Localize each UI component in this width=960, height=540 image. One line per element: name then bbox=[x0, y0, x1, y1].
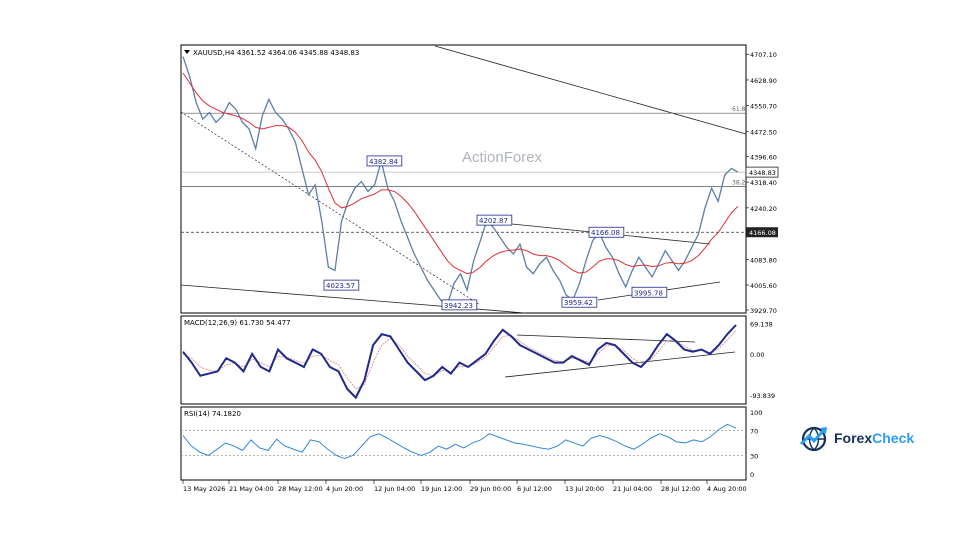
logo-text: ForexCheck bbox=[834, 430, 914, 446]
macd-tick-label: 0.00 bbox=[750, 351, 764, 359]
price-tick-label: 3929.70 bbox=[750, 307, 777, 315]
forexcheck-logo: ForexCheck bbox=[798, 422, 928, 456]
price-tick-label: 4166.08 bbox=[749, 229, 776, 237]
price-annotation-box bbox=[631, 286, 668, 298]
x-tick-label: 21 Jul 04:00 bbox=[613, 485, 652, 493]
x-tick-label: 6 Jul 12:00 bbox=[517, 485, 552, 493]
channel-upper-trendline bbox=[434, 45, 747, 135]
price-tick-label: 4472.50 bbox=[750, 128, 777, 136]
rsi-line bbox=[182, 423, 737, 459]
price-annotation-label: 3942.23 bbox=[444, 302, 473, 310]
macd-upper-trendline bbox=[516, 334, 696, 343]
price-annotation-label: 4202.87 bbox=[479, 217, 508, 225]
x-tick-label: 28 May 12:00 bbox=[278, 485, 323, 493]
price-tick-label: 4318.40 bbox=[750, 179, 777, 187]
price-layer: 61.8 38.2 4382.84 4023.57 4202.87 4166.08 3942… bbox=[180, 45, 779, 315]
price-annotation-label: 4166.08 bbox=[591, 229, 620, 237]
rsi-tick-label: 100 bbox=[750, 409, 762, 417]
rsi-label: RSI(14) 74.1820 bbox=[184, 410, 241, 418]
x-tick-label: 28 Jul 12:00 bbox=[661, 485, 700, 493]
price-annotation-box bbox=[366, 155, 403, 167]
rsi-tick-label: 70 bbox=[750, 428, 758, 436]
price-tick-label: 4707.10 bbox=[750, 51, 777, 59]
symbol-dropdown-icon[interactable] bbox=[184, 50, 190, 54]
macd-lower-trendline bbox=[504, 351, 736, 378]
price-tick-label: 4240.20 bbox=[750, 205, 777, 213]
macd-main-line bbox=[182, 324, 737, 400]
price-tick-label: 4550.70 bbox=[750, 103, 777, 111]
price-panel-frame bbox=[180, 44, 747, 314]
rsi-tick-label: 0 bbox=[750, 471, 754, 479]
price-annotation-label: 4023.57 bbox=[326, 282, 355, 290]
x-tick-label: 13 Jul 20:00 bbox=[565, 485, 604, 493]
support-price-tag bbox=[746, 227, 778, 238]
fib-level-label: 38.2 bbox=[732, 180, 746, 187]
x-tick-label: 29 Jun 00:00 bbox=[470, 485, 511, 493]
macd-tick-label: -93.839 bbox=[750, 392, 775, 400]
watermark: ActionForex bbox=[462, 149, 543, 166]
macd-layer: 69.138 0.00 -93.839 bbox=[182, 321, 775, 400]
price-tick-label: 4628.90 bbox=[750, 77, 777, 85]
symbol-header: XAUUSD,H4 4361.52 4364.06 4345.88 4348.8… bbox=[193, 49, 359, 57]
price-annotation-box bbox=[441, 299, 478, 311]
logo-text-check: Check bbox=[872, 430, 915, 446]
price-tick-label: 4005.60 bbox=[750, 282, 777, 290]
rsi-layer: 100 70 30 0 bbox=[181, 409, 762, 479]
price-annotation-box bbox=[323, 279, 360, 291]
moving-average-line bbox=[182, 72, 739, 275]
macd-label: MACD(12,26,9) 61.730 54.477 bbox=[184, 319, 291, 327]
rsi-tick-label: 30 bbox=[750, 452, 758, 460]
x-tick-label: 12 Jun 04:00 bbox=[374, 485, 415, 493]
fib-level-label: 61.8 bbox=[732, 106, 746, 113]
price-annotation-box bbox=[561, 296, 598, 308]
price-annotation-box bbox=[476, 214, 513, 226]
x-tick-label: 4 Jun 20:00 bbox=[326, 485, 363, 493]
x-tick-label: 19 Jun 12:00 bbox=[421, 485, 462, 493]
price-tick-label: 4083.80 bbox=[750, 256, 777, 264]
x-tick-label: 13 May 2026 bbox=[183, 485, 225, 493]
price-series-line bbox=[182, 56, 739, 307]
price-annotation-label: 4382.84 bbox=[369, 158, 398, 166]
descending-dashed-trendline bbox=[180, 111, 481, 306]
macd-signal-line bbox=[182, 329, 737, 390]
price-tick-label: 4396.60 bbox=[750, 153, 777, 161]
rsi-panel-frame bbox=[180, 406, 747, 481]
x-tick-label: 21 May 04:00 bbox=[229, 485, 274, 493]
macd-tick-label: 69.138 bbox=[750, 321, 773, 329]
logo-text-forex: Forex bbox=[834, 430, 873, 446]
current-price-label: 4348.83 bbox=[749, 169, 776, 177]
x-tick-label: 4 Aug 20:00 bbox=[707, 485, 747, 493]
price-annotation-box bbox=[588, 226, 625, 238]
price-annotation-label: 3959.42 bbox=[564, 299, 593, 307]
x-axis: 13 May 2026 21 May 04:00 28 May 12:00 4 Jun… bbox=[182, 480, 747, 493]
globe-chart-icon bbox=[799, 426, 827, 452]
price-annotation-label: 3995.78 bbox=[634, 289, 663, 297]
current-price-tag bbox=[745, 166, 779, 178]
